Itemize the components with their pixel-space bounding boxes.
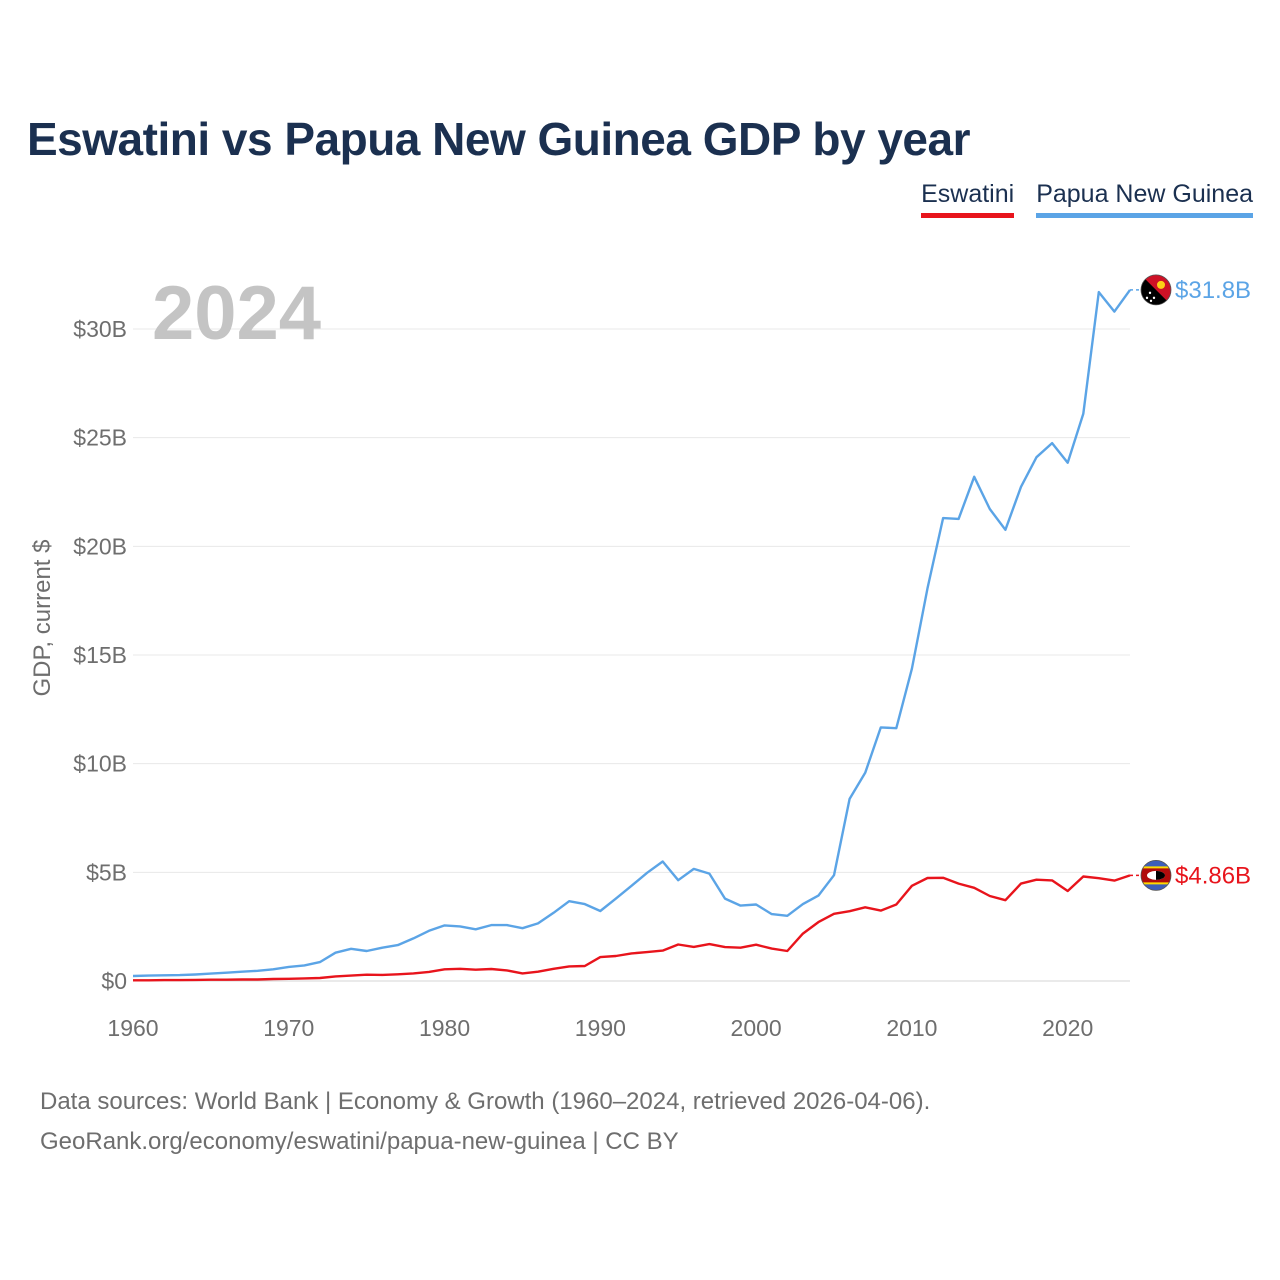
year-watermark: 2024: [152, 271, 321, 356]
x-axis-ticks: 1960 1970 1980 1990 2000 2010 2020: [107, 1015, 1093, 1041]
y-tick-label: $25B: [73, 425, 127, 451]
end-markers: $31.8B $4.86B: [1130, 274, 1251, 891]
end-value-label-papua-new-guinea: $31.8B: [1175, 277, 1251, 304]
legend-item-eswatini[interactable]: Eswatini: [921, 180, 1015, 218]
source-line-2[interactable]: GeoRank.org/economy/eswatini/papua-new-g…: [40, 1128, 679, 1155]
legend-item-papua-new-guinea[interactable]: Papua New Guinea: [1036, 180, 1253, 218]
series-line-eswatini[interactable]: [133, 874, 1131, 982]
y-tick-label: $5B: [86, 859, 127, 885]
page-title: Eswatini vs Papua New Guinea GDP by year: [27, 113, 970, 165]
x-tick-label: 1960: [107, 1015, 158, 1041]
y-tick-label: $15B: [73, 642, 127, 668]
x-tick-label: 2010: [886, 1015, 937, 1041]
x-tick-label: 1970: [263, 1015, 314, 1041]
papua-new-guinea-flag-icon: [1140, 274, 1172, 306]
x-tick-label: 2000: [731, 1015, 782, 1041]
x-tick-label: 1980: [419, 1015, 470, 1041]
y-tick-label: $30B: [73, 316, 127, 342]
series-lines: [132, 289, 1131, 982]
x-tick-label: 2020: [1042, 1015, 1093, 1041]
y-tick-label: $20B: [73, 533, 127, 559]
grid-lines: [133, 328, 1130, 982]
x-tick-label: 1990: [575, 1015, 626, 1041]
y-tick-label: $10B: [73, 751, 127, 777]
end-value-label-eswatini: $4.86B: [1175, 862, 1251, 889]
y-tick-label: $0: [101, 968, 127, 994]
source-line-1: Data sources: World Bank | Economy & Gro…: [40, 1088, 931, 1115]
gdp-line-chart: 2024 $0$5B$10B$15B$20B$25B$30B 1960 1970 1…: [29, 271, 1251, 1041]
eswatini-flag-icon: [1140, 859, 1172, 891]
source-note: Data sources: World Bank | Economy & Gro…: [40, 1082, 930, 1162]
series-line-papua-new-guinea[interactable]: [132, 289, 1131, 978]
y-axis-label: GDP, current $: [29, 540, 56, 697]
y-axis-ticks: $0 $5B $10B $15B $20B $25B $30B: [73, 316, 127, 994]
legend: Eswatini Papua New Guinea: [921, 180, 1253, 218]
